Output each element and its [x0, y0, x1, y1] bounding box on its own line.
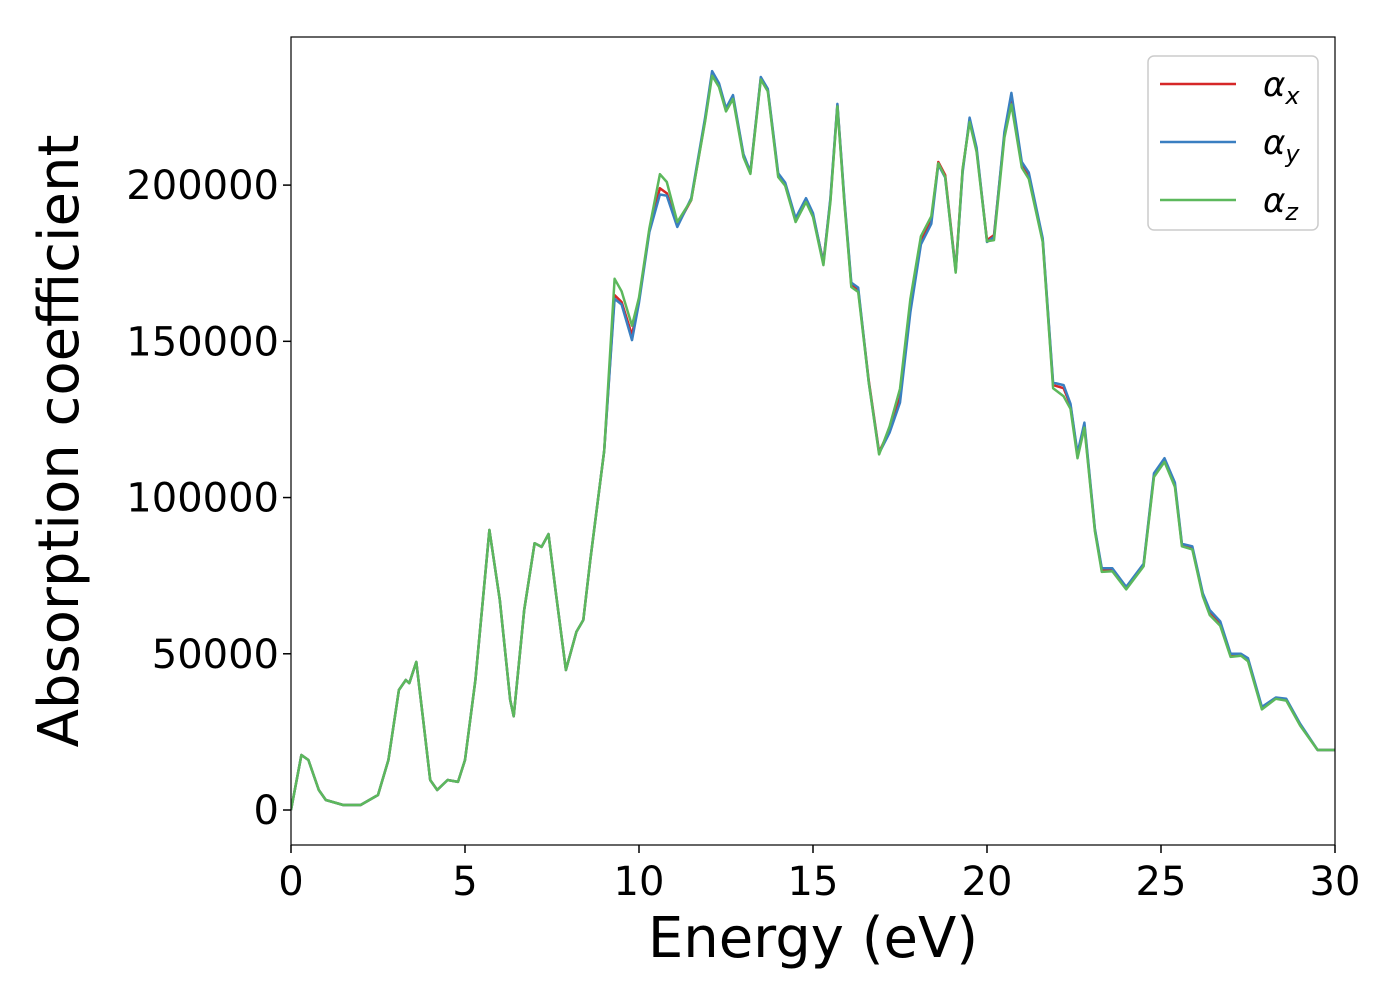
y-axis-label: Absorption coefficient: [27, 135, 92, 748]
plot-frame: [290, 36, 1336, 846]
y-tick-label: 150000: [126, 319, 279, 365]
x-tick-label: 30: [1310, 859, 1361, 905]
x-tick-label: 10: [614, 859, 665, 905]
series-line: [291, 74, 1335, 811]
legend-label: αx: [1263, 65, 1300, 110]
x-tick-label: 15: [788, 859, 839, 905]
x-tick-label: 0: [278, 859, 303, 905]
y-tick-label: 50000: [152, 632, 279, 678]
legend-label: αz: [1263, 181, 1299, 226]
y-tick-label: 0: [254, 788, 279, 834]
legend-label: αy: [1263, 123, 1300, 168]
y-tick-label: 100000: [126, 476, 279, 522]
x-tick-label: 20: [962, 859, 1013, 905]
legend: αx αy αz: [1147, 55, 1319, 231]
x-axis-label: Energy (eV): [648, 906, 978, 971]
x-tick-label: 5: [452, 859, 477, 905]
y-tick-label: 200000: [126, 163, 279, 209]
x-tick-label: 25: [1136, 859, 1187, 905]
